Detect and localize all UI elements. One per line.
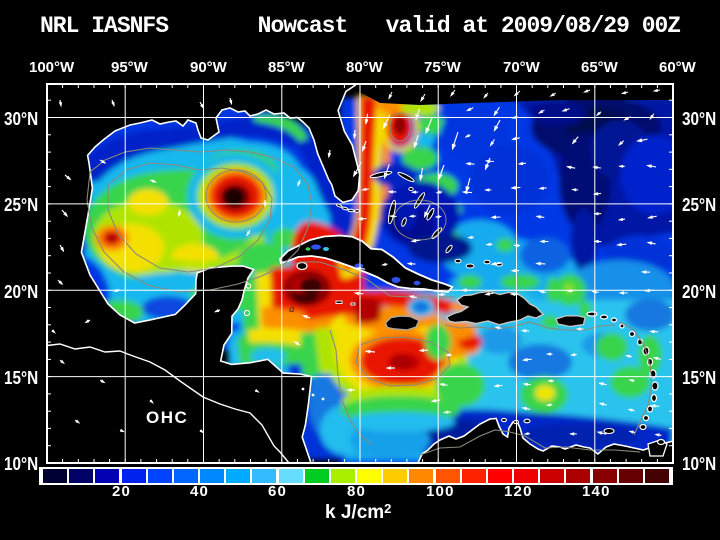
svg-text:a: a [289, 303, 295, 315]
